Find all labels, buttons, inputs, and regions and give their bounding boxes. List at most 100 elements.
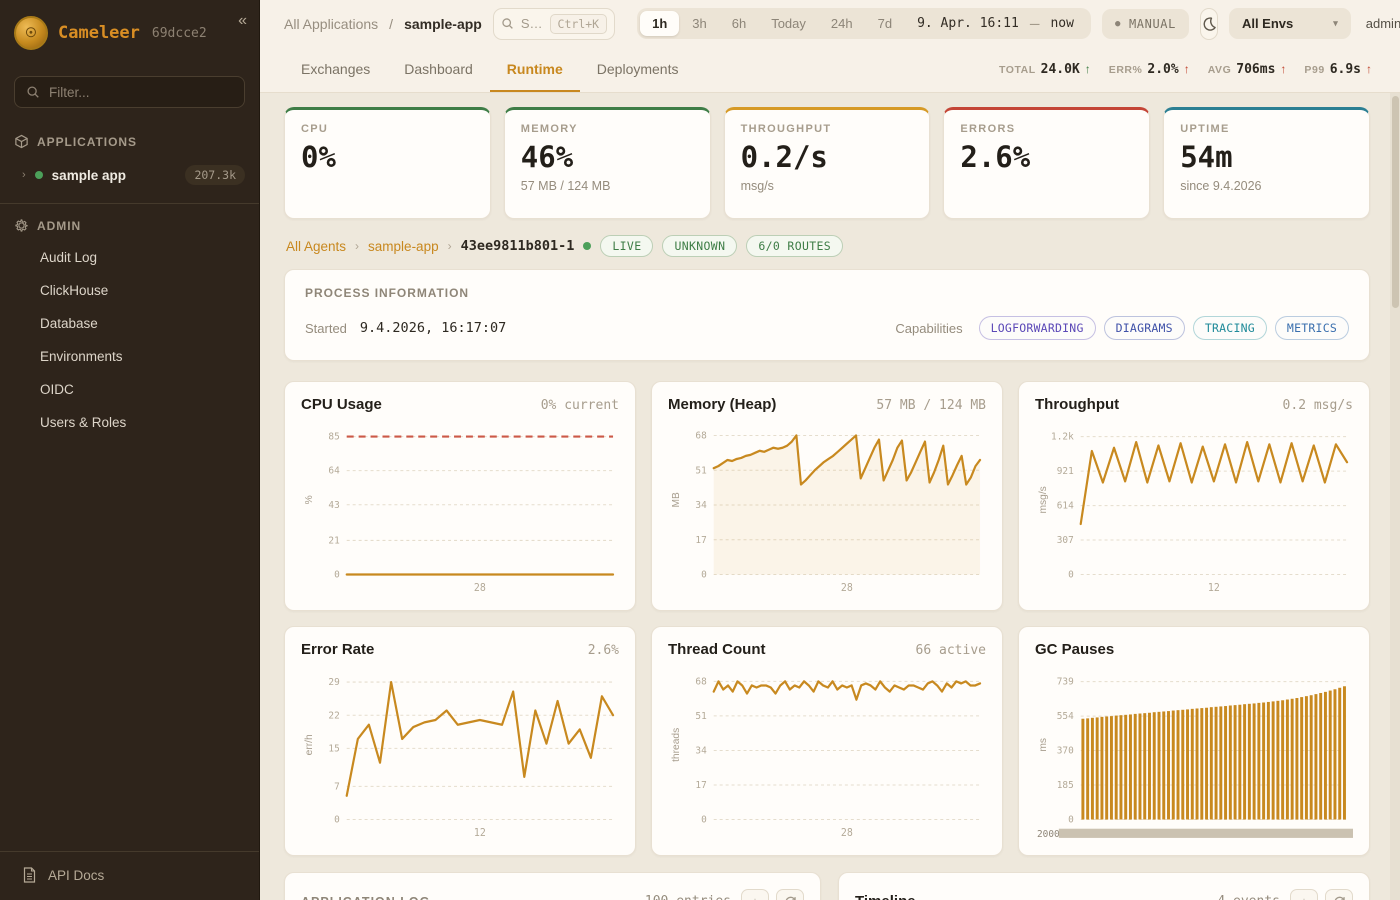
- svg-text:370: 370: [1057, 745, 1074, 756]
- brand-version: 69dcce2: [151, 25, 207, 41]
- time-range-3h[interactable]: 3h: [680, 11, 718, 36]
- svg-text:threads: threads: [671, 728, 682, 762]
- moon-icon: [1203, 16, 1216, 31]
- dark-mode-toggle[interactable]: [1199, 7, 1218, 40]
- svg-text:85: 85: [328, 432, 339, 443]
- svg-text:MB: MB: [671, 492, 682, 508]
- chevron-right-icon[interactable]: ›: [22, 169, 26, 181]
- agent-id: 43ee9811b801-1: [460, 238, 575, 254]
- time-range-6h[interactable]: 6h: [720, 11, 758, 36]
- process-info-title: PROCESS INFORMATION: [305, 286, 470, 300]
- tab-runtime[interactable]: Runtime: [489, 47, 580, 92]
- env-select-value: All Envs: [1241, 16, 1294, 31]
- time-range-24h[interactable]: 24h: [819, 11, 865, 36]
- scrollbar[interactable]: [1390, 93, 1400, 900]
- env-select-dropdown[interactable]: All Envs ▾: [1228, 8, 1351, 39]
- chart-current-value: 66 active: [915, 643, 986, 658]
- sidebar-item-clickhouse[interactable]: ClickHouse: [40, 283, 109, 298]
- download-button[interactable]: ↓: [1290, 889, 1318, 900]
- svg-text:185: 185: [1057, 780, 1074, 791]
- chart-plot: 0 21 43 64 85% 28: [301, 415, 619, 597]
- refresh-button[interactable]: [776, 889, 804, 900]
- sidebar-item-users-roles[interactable]: Users & Roles: [40, 415, 127, 430]
- scrollbar-thumb[interactable]: [1391, 96, 1399, 308]
- svg-text:28: 28: [841, 583, 853, 594]
- manual-refresh-button[interactable]: ● MANUAL: [1101, 8, 1189, 39]
- stat-label: ERR%: [1108, 64, 1143, 76]
- sidebar-filter-input[interactable]: Filter...: [14, 76, 245, 108]
- manual-label: MANUAL: [1128, 16, 1176, 31]
- svg-text:28: 28: [841, 828, 853, 839]
- gear-icon: [15, 219, 28, 232]
- metric-value: 0.2/s: [740, 140, 828, 174]
- sidebar-item-environments[interactable]: Environments: [40, 349, 123, 364]
- trend-up-icon: ↑: [1084, 62, 1091, 76]
- tab-deployments[interactable]: Deployments: [596, 60, 679, 77]
- badge-routes: 6/0 ROUTES: [746, 235, 844, 257]
- process-info-row: Started 9.4.2026, 16:17:07 Capabilities …: [305, 316, 1349, 340]
- header-stats: TOTAL 24.0K ↑ ERR% 2.0% ↑ AVG 706ms ↑ P9…: [999, 47, 1372, 92]
- stat-label: AVG: [1207, 64, 1232, 76]
- sidebar: « ☉ Cameleer 69dcce2 Filter... APPLICATI…: [0, 0, 260, 900]
- stat-total: TOTAL 24.0K ↑: [999, 62, 1091, 77]
- chart-error-rate: Error Rate 2.6% 0 7 15 22 29 err/h 12: [284, 626, 636, 856]
- stat-label: TOTAL: [999, 64, 1036, 76]
- chevron-right-icon: ›: [355, 239, 360, 253]
- svg-text:msg/s: msg/s: [1038, 486, 1049, 513]
- sample-app-link[interactable]: sample-app: [368, 238, 439, 254]
- time-to-value[interactable]: now: [1050, 16, 1074, 31]
- capabilities-label: Capabilities: [895, 320, 963, 336]
- metric-sub: msg/s: [740, 178, 774, 193]
- badge-live: LIVE: [600, 235, 654, 257]
- user-name[interactable]: admin: [1365, 16, 1400, 31]
- svg-text:17: 17: [695, 780, 707, 791]
- badge-unknown: UNKNOWN: [662, 235, 738, 257]
- chart-current-value: 0.2 msg/s: [1282, 398, 1353, 413]
- stat-value: 2.0%: [1147, 62, 1179, 77]
- tab-dashboard[interactable]: Dashboard: [404, 60, 473, 77]
- time-from-value[interactable]: 9. Apr. 16:11: [917, 16, 1019, 31]
- svg-text:29: 29: [328, 677, 340, 688]
- sidebar-collapse-icon[interactable]: «: [238, 12, 247, 29]
- sidebar-item-audit-log[interactable]: Audit Log: [40, 250, 98, 265]
- sidebar-item-sample-app[interactable]: › sample app 207.3k: [0, 157, 259, 193]
- chart-thread-count: Thread Count 66 active 0 17 34 51 68 threads 28: [651, 626, 1003, 856]
- time-range-1h[interactable]: 1h: [640, 11, 680, 36]
- metric-card-uptime: UPTIME 54m since 9.4.2026: [1163, 107, 1370, 219]
- refresh-button[interactable]: [1325, 889, 1353, 900]
- time-range-today[interactable]: Today: [759, 11, 818, 36]
- tab-exchanges[interactable]: Exchanges: [301, 60, 371, 77]
- timeline-card: Timeline 4 events ↓: [838, 872, 1370, 900]
- manual-dot-icon: ●: [1114, 18, 1121, 29]
- svg-text:28: 28: [474, 583, 486, 594]
- svg-text:0: 0: [1068, 814, 1074, 825]
- document-icon: [23, 867, 36, 883]
- breadcrumb-parent[interactable]: All Applications: [284, 15, 379, 32]
- refresh-icon: [1334, 896, 1345, 900]
- download-button[interactable]: ↓: [741, 889, 769, 900]
- cameleer-logo-icon: ☉: [14, 16, 48, 50]
- time-dash: —: [1029, 14, 1040, 33]
- sidebar-item-oidc[interactable]: OIDC: [40, 382, 74, 397]
- svg-text:43: 43: [328, 500, 340, 511]
- sidebar-item-api-docs[interactable]: API Docs: [0, 851, 259, 900]
- live-status-dot: [583, 242, 592, 250]
- filter-placeholder: Filter...: [49, 84, 90, 100]
- global-search-button[interactable]: S… Ctrl+K: [492, 7, 616, 40]
- charts-grid: CPU Usage 0% current 0 21 43 64 85% 28 Memory …: [284, 381, 1370, 856]
- sidebar-divider: [0, 203, 259, 204]
- sidebar-item-database[interactable]: Database: [40, 316, 98, 331]
- breadcrumb-current: sample-app: [404, 15, 482, 32]
- bottom-row: APPLICATION LOG 100 entries ↓ Timeline 4…: [284, 872, 1370, 900]
- trend-up-icon: ↑: [1183, 62, 1190, 76]
- all-agents-link[interactable]: All Agents: [286, 238, 347, 254]
- timeline-events-count: 4 events: [1217, 894, 1280, 900]
- breadcrumb-separator: /: [389, 15, 394, 32]
- metric-card-errors: ERRORS 2.6%: [943, 107, 1151, 219]
- time-range-selector: 1h 3h 6h Today 24h 7d 9. Apr. 16:11 — no…: [637, 8, 1091, 39]
- capability-tracing: TRACING: [1192, 316, 1267, 340]
- svg-text:12: 12: [1208, 583, 1220, 594]
- download-icon: ↓: [1301, 894, 1308, 900]
- time-range-7d[interactable]: 7d: [866, 11, 904, 36]
- svg-text:0: 0: [334, 569, 340, 580]
